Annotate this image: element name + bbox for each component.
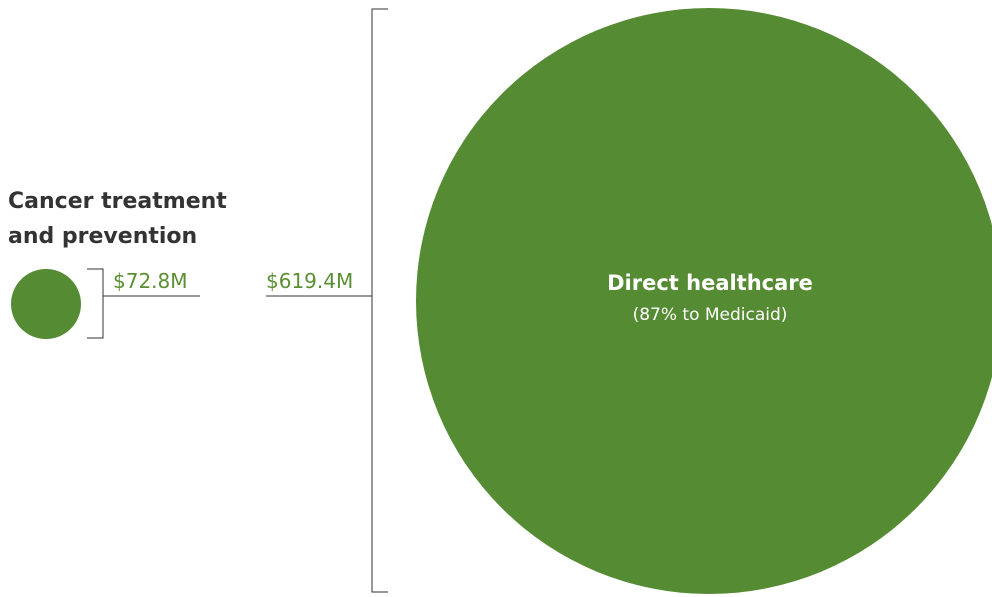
value-label-direct-healthcare: $619.4M <box>266 269 353 293</box>
value-label-cancer-treatment: $72.8M <box>113 269 188 293</box>
bracket-small <box>87 268 104 339</box>
label-cancer-treatment-line2: and prevention <box>8 224 197 249</box>
label-cancer-treatment-line1: Cancer treatment <box>8 189 227 214</box>
bubble-cancer-treatment <box>11 269 81 339</box>
label-direct-healthcare: Direct healthcare <box>607 271 813 295</box>
bracket-large <box>371 8 388 593</box>
note-direct-healthcare: (87% to Medicaid) <box>633 305 788 325</box>
bubble-direct-healthcare <box>416 8 992 594</box>
